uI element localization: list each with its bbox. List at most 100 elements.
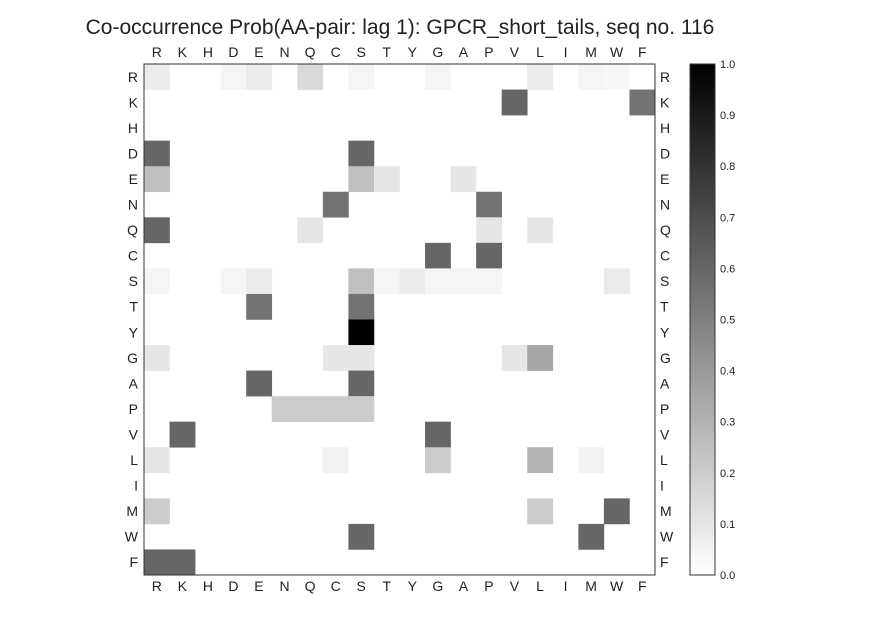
y-tick-right-W: W	[660, 529, 674, 545]
heatmap-cell-S-S	[348, 268, 375, 295]
heatmap-cell-L-C	[322, 447, 349, 474]
y-tick-right-T: T	[660, 299, 669, 315]
x-tick-top-V: V	[510, 44, 520, 60]
x-tick-top-S: S	[357, 44, 366, 60]
x-tick-bottom-H: H	[203, 578, 213, 594]
colorbar-ticks: 0.0 0.1 0.2 0.3 0.4 0.5 0.6 0.7 0.8 0.9 1.0	[720, 59, 735, 582]
heatmap-cell-V-K	[169, 421, 196, 448]
heatmap-cell-R-D	[220, 64, 247, 90]
heatmap-cell-S-E	[246, 268, 273, 295]
x-tick-top-A: A	[459, 44, 469, 60]
heatmap-cell-R-Q	[297, 64, 324, 90]
heatmap-cell-G-S	[348, 345, 375, 371]
heatmap-cell-F-R	[144, 549, 170, 576]
y-tick-left-V: V	[129, 426, 139, 442]
heatmap-cell-P-Q	[297, 396, 324, 422]
x-tick-bottom-S: S	[357, 578, 366, 594]
heatmap-cell-S-T	[373, 268, 400, 295]
y-tick-left-G: G	[127, 350, 138, 366]
x-tick-top-F: F	[638, 44, 647, 60]
y-tick-right-V: V	[660, 426, 670, 442]
x-tick-top-P: P	[484, 44, 493, 60]
heatmap-cells	[144, 64, 656, 576]
y-tick-left-A: A	[129, 375, 139, 391]
x-tick-top-H: H	[203, 44, 213, 60]
heatmap-cell-E-T	[373, 166, 400, 193]
heatmap-cell-C-G	[425, 242, 451, 269]
y-tick-right-G: G	[660, 350, 671, 366]
heatmap-cell-P-N	[271, 396, 298, 422]
x-tick-top-T: T	[382, 44, 391, 60]
plot-frame	[143, 63, 656, 576]
y-tick-left-H: H	[128, 120, 138, 136]
x-tick-top-E: E	[254, 44, 263, 60]
heatmap-cell-S-R	[144, 268, 170, 295]
colorbar-tick-0.1: 0.1	[720, 519, 735, 531]
chart-title: Co-occurrence Prob(AA-pair: lag 1): GPCR…	[86, 16, 715, 39]
colorbar-tick-0.4: 0.4	[720, 366, 735, 378]
heatmap-cell-S-G	[425, 268, 451, 295]
heatmap-cell-P-S	[348, 396, 375, 422]
colorbar	[689, 63, 716, 576]
x-tick-top-Y: Y	[408, 44, 418, 60]
heatmap-cell-W-S	[348, 523, 375, 550]
x-tick-bottom-C: C	[331, 578, 341, 594]
heatmap-cell-S-P	[476, 268, 502, 295]
y-tick-right-A: A	[660, 375, 670, 391]
heatmap-cell-L-M	[578, 447, 605, 474]
x-tick-bottom-P: P	[484, 578, 493, 594]
y-tick-left-Y: Y	[129, 324, 139, 340]
heatmap-cell-M-W	[603, 498, 630, 525]
heatmap-cell-S-D	[220, 268, 247, 295]
heatmap-cell-G-V	[501, 345, 528, 371]
y-tick-left-F: F	[129, 554, 138, 570]
y-tick-right-L: L	[660, 452, 668, 468]
heatmap-cell-P-C	[322, 396, 349, 422]
y-tick-left-R: R	[128, 69, 138, 85]
y-tick-left-Q: Q	[127, 222, 138, 238]
heatmap-cell-Q-Q	[297, 217, 324, 244]
x-tick-top-D: D	[228, 44, 238, 60]
x-tick-top-L: L	[536, 44, 544, 60]
x-tick-bottom-N: N	[279, 578, 289, 594]
x-tick-top-R: R	[152, 44, 162, 60]
heatmap-cell-M-L	[527, 498, 554, 525]
heatmap-cell-C-P	[476, 242, 502, 269]
x-tick-bottom-T: T	[382, 578, 391, 594]
heatmap-cell-K-F	[629, 89, 656, 116]
x-tick-bottom-Q: Q	[305, 578, 316, 594]
heatmap-cell-Y-S	[348, 319, 375, 346]
y-tick-left-W: W	[125, 529, 139, 545]
x-tick-top-I: I	[564, 44, 568, 60]
x-tick-bottom-D: D	[228, 578, 238, 594]
heatmap-cell-R-L	[527, 64, 554, 90]
x-tick-top-C: C	[331, 44, 341, 60]
heatmap-cell-G-R	[144, 345, 170, 371]
y-tick-right-C: C	[660, 248, 670, 264]
y-tick-left-E: E	[129, 171, 138, 187]
colorbar-tick-0.7: 0.7	[720, 212, 735, 224]
colorbar-tick-0.0: 0.0	[720, 570, 735, 582]
x-tick-bottom-V: V	[510, 578, 520, 594]
x-tick-bottom-W: W	[610, 578, 624, 594]
y-tick-right-R: R	[660, 69, 670, 85]
heatmap-cell-G-C	[322, 345, 349, 371]
heatmap-cell-R-E	[246, 64, 273, 90]
heatmap-cell-N-P	[476, 191, 502, 218]
y-tick-left-S: S	[129, 273, 138, 289]
y-tick-right-K: K	[660, 94, 670, 110]
heatmap-cell-E-S	[348, 166, 375, 193]
heatmap-cell-R-W	[603, 64, 630, 90]
heatmap-cell-L-R	[144, 447, 170, 474]
heatmap-cell-D-R	[144, 140, 170, 167]
colorbar-tick-0.8: 0.8	[720, 161, 735, 173]
heatmap-cell-R-R	[144, 64, 170, 90]
heatmap-cell-R-S	[348, 64, 375, 90]
heatmap-cell-V-G	[425, 421, 451, 448]
y-tick-right-Y: Y	[660, 324, 670, 340]
x-tick-bottom-E: E	[254, 578, 263, 594]
x-tick-bottom-F: F	[638, 578, 647, 594]
